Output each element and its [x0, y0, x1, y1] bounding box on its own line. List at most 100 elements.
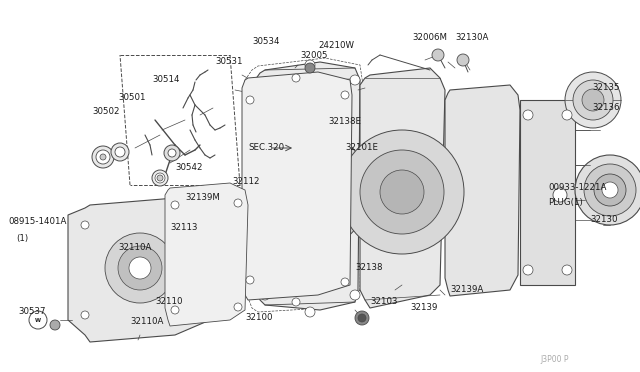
Text: W: W	[35, 317, 41, 323]
Text: 30501: 30501	[118, 93, 145, 102]
Circle shape	[171, 306, 179, 314]
Text: 32130A: 32130A	[455, 33, 488, 42]
Text: 32110A: 32110A	[118, 244, 152, 253]
Text: 32138E: 32138E	[328, 118, 361, 126]
Circle shape	[196, 311, 204, 319]
Text: 32138: 32138	[355, 263, 383, 273]
Circle shape	[196, 216, 204, 224]
Circle shape	[81, 311, 89, 319]
Text: 30531: 30531	[215, 58, 243, 67]
Text: 32005: 32005	[300, 51, 328, 60]
Circle shape	[111, 143, 129, 161]
Circle shape	[105, 233, 175, 303]
Circle shape	[152, 170, 168, 186]
Polygon shape	[242, 72, 352, 300]
Text: SEC.320: SEC.320	[248, 144, 284, 153]
Circle shape	[115, 147, 125, 157]
Circle shape	[575, 155, 640, 225]
Circle shape	[341, 278, 349, 286]
Text: 32101E: 32101E	[345, 144, 378, 153]
Circle shape	[565, 72, 621, 128]
Text: 30537: 30537	[18, 308, 45, 317]
Circle shape	[355, 311, 369, 325]
Circle shape	[305, 60, 315, 70]
Circle shape	[100, 154, 106, 160]
Text: (1): (1)	[16, 234, 28, 243]
Circle shape	[305, 63, 315, 73]
Circle shape	[380, 170, 424, 214]
Circle shape	[562, 265, 572, 275]
Circle shape	[92, 146, 114, 168]
Text: 24210W: 24210W	[318, 41, 354, 49]
Circle shape	[594, 174, 626, 206]
Circle shape	[358, 314, 366, 322]
Circle shape	[341, 91, 349, 99]
Circle shape	[457, 54, 469, 66]
Circle shape	[246, 96, 254, 104]
Text: 32136: 32136	[592, 103, 620, 112]
Polygon shape	[68, 198, 215, 342]
Text: 30534: 30534	[252, 38, 280, 46]
Polygon shape	[360, 68, 445, 308]
Circle shape	[292, 298, 300, 306]
Circle shape	[245, 128, 369, 252]
Circle shape	[50, 320, 60, 330]
Text: 32135: 32135	[592, 83, 620, 93]
Text: 00933-1221A: 00933-1221A	[548, 183, 606, 192]
Text: J3P00 P: J3P00 P	[540, 356, 568, 365]
Circle shape	[234, 199, 242, 207]
Circle shape	[295, 178, 319, 202]
Circle shape	[602, 182, 618, 198]
Circle shape	[168, 149, 176, 157]
Circle shape	[118, 246, 162, 290]
Circle shape	[262, 145, 352, 235]
Text: 32006M: 32006M	[412, 33, 447, 42]
Circle shape	[246, 276, 254, 284]
Circle shape	[432, 49, 444, 61]
Circle shape	[81, 221, 89, 229]
Circle shape	[562, 110, 572, 120]
Circle shape	[573, 80, 613, 120]
Circle shape	[340, 130, 464, 254]
Text: 32103: 32103	[370, 298, 397, 307]
Text: 32112: 32112	[232, 177, 259, 186]
Circle shape	[282, 165, 332, 215]
Polygon shape	[445, 85, 520, 296]
Circle shape	[523, 110, 533, 120]
Circle shape	[582, 89, 604, 111]
Text: 30502: 30502	[92, 108, 120, 116]
Polygon shape	[165, 183, 248, 326]
Circle shape	[292, 74, 300, 82]
Circle shape	[350, 75, 360, 85]
Circle shape	[171, 201, 179, 209]
Circle shape	[29, 311, 47, 329]
Text: 32139M: 32139M	[185, 193, 220, 202]
Text: 30542: 30542	[175, 164, 202, 173]
Circle shape	[234, 303, 242, 311]
Text: 30514: 30514	[152, 76, 179, 84]
Polygon shape	[520, 100, 575, 285]
Circle shape	[260, 77, 270, 87]
Circle shape	[129, 257, 151, 279]
Text: 32130: 32130	[590, 215, 618, 224]
Circle shape	[260, 290, 270, 300]
Circle shape	[96, 150, 110, 164]
Circle shape	[523, 265, 533, 275]
Circle shape	[360, 150, 444, 234]
Circle shape	[164, 145, 180, 161]
Text: 08915-1401A: 08915-1401A	[8, 218, 67, 227]
Circle shape	[157, 175, 163, 181]
Text: 32110: 32110	[155, 298, 182, 307]
Text: 32100: 32100	[245, 314, 273, 323]
Polygon shape	[255, 62, 360, 310]
Circle shape	[553, 188, 567, 202]
Text: 32113: 32113	[170, 224, 198, 232]
Circle shape	[155, 173, 165, 183]
Text: 32110A: 32110A	[130, 317, 163, 327]
Circle shape	[584, 164, 636, 216]
Text: 32139A: 32139A	[450, 285, 483, 295]
Text: 32139: 32139	[410, 304, 437, 312]
Text: PLUG(1): PLUG(1)	[548, 198, 583, 206]
Circle shape	[350, 290, 360, 300]
Circle shape	[305, 307, 315, 317]
